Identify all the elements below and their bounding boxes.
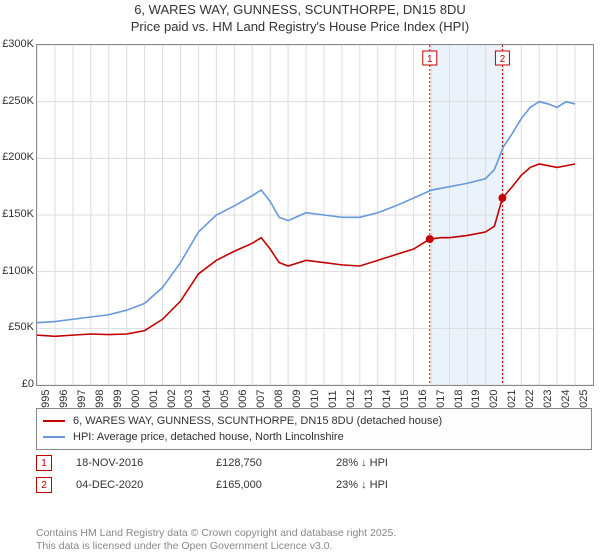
legend-label: 6, WARES WAY, GUNNESS, SCUNTHORPE, DN15 … [73,415,442,427]
title-line2: Price paid vs. HM Land Registry's House … [0,19,600,36]
y-tick-label: £300K [0,38,34,50]
legend-label: HPI: Average price, detached house, Nort… [73,431,344,443]
marker-date: 04-DEC-2020 [76,479,216,491]
marker-table: 1 18-NOV-2016 £128,750 28% ↓ HPI 2 04-DE… [36,450,592,494]
marker-badge: 2 [36,477,52,493]
marker-price: £128,750 [216,457,336,469]
legend-item-hpi: HPI: Average price, detached house, Nort… [43,429,585,445]
marker-badge: 1 [36,455,52,471]
legend-swatch [43,420,65,422]
legend-swatch [43,436,65,438]
marker-delta: 23% ↓ HPI [336,479,388,491]
svg-text:2: 2 [500,54,506,65]
marker-delta: 28% ↓ HPI [336,457,388,469]
svg-text:1: 1 [427,54,433,65]
marker-date: 18-NOV-2016 [76,457,216,469]
y-tick-label: £150K [0,208,34,220]
footer-line1: Contains HM Land Registry data © Crown c… [36,527,396,541]
y-tick-label: £200K [0,151,34,163]
title-line1: 6, WARES WAY, GUNNESS, SCUNTHORPE, DN15 … [0,2,600,19]
marker-row: 1 18-NOV-2016 £128,750 28% ↓ HPI [36,454,592,472]
legend-item-property: 6, WARES WAY, GUNNESS, SCUNTHORPE, DN15 … [43,413,585,429]
y-tick-label: £0 [0,378,34,390]
y-tick-label: £100K [0,265,34,277]
marker-row: 2 04-DEC-2020 £165,000 23% ↓ HPI [36,476,592,494]
footer: Contains HM Land Registry data © Crown c… [36,527,396,554]
footer-line2: This data is licensed under the Open Gov… [36,540,396,554]
chart: 12 [36,44,594,386]
chart-svg: 12 [37,45,593,385]
marker-price: £165,000 [216,479,336,491]
y-tick-label: £250K [0,95,34,107]
y-tick-label: £50K [0,321,34,333]
legend: 6, WARES WAY, GUNNESS, SCUNTHORPE, DN15 … [36,408,592,450]
